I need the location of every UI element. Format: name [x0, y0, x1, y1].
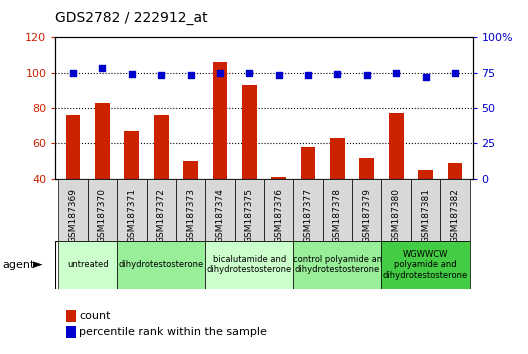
Point: [186, 73, 195, 78]
Bar: [440, 179, 469, 241]
Point: [421, 74, 430, 80]
Text: GSM187376: GSM187376: [274, 188, 283, 243]
Point: [157, 73, 165, 78]
Bar: [117, 179, 146, 241]
Bar: [146, 179, 176, 241]
Point: [98, 65, 107, 71]
Point: [363, 73, 371, 78]
Bar: [88, 179, 117, 241]
Bar: [59, 179, 88, 241]
Text: GSM187382: GSM187382: [450, 188, 459, 243]
Point: [333, 71, 342, 77]
Bar: [301, 147, 315, 250]
Point: [304, 73, 312, 78]
Point: [245, 70, 253, 75]
Bar: [242, 85, 257, 250]
Point: [69, 70, 77, 75]
Bar: [418, 170, 433, 250]
Bar: [323, 179, 352, 241]
Text: GSM187371: GSM187371: [127, 188, 136, 243]
Bar: [352, 179, 382, 241]
Text: GSM187373: GSM187373: [186, 188, 195, 243]
Point: [216, 70, 224, 75]
Text: GSM187377: GSM187377: [304, 188, 313, 243]
Bar: [382, 241, 469, 289]
Text: ►: ►: [33, 258, 42, 271]
Text: agent: agent: [3, 259, 35, 270]
Bar: [360, 158, 374, 250]
Bar: [389, 113, 403, 250]
Bar: [176, 179, 205, 241]
Text: GSM187380: GSM187380: [392, 188, 401, 243]
Bar: [382, 179, 411, 241]
Point: [128, 71, 136, 77]
Text: GSM187375: GSM187375: [245, 188, 254, 243]
Text: GSM187381: GSM187381: [421, 188, 430, 243]
Bar: [448, 163, 463, 250]
Bar: [205, 179, 234, 241]
Text: GSM187379: GSM187379: [362, 188, 371, 243]
Point: [451, 70, 459, 75]
Text: GSM187374: GSM187374: [215, 188, 224, 243]
Bar: [294, 179, 323, 241]
Text: untreated: untreated: [67, 260, 109, 269]
Text: GSM187369: GSM187369: [69, 188, 78, 243]
Text: bicalutamide and
dihydrotestosterone: bicalutamide and dihydrotestosterone: [206, 255, 292, 274]
Bar: [183, 161, 198, 250]
Text: control polyamide an
dihydrotestosterone: control polyamide an dihydrotestosterone: [293, 255, 382, 274]
Text: dihydrotestosterone: dihydrotestosterone: [119, 260, 204, 269]
Text: GSM187370: GSM187370: [98, 188, 107, 243]
Text: GSM187378: GSM187378: [333, 188, 342, 243]
Bar: [117, 241, 205, 289]
Bar: [271, 177, 286, 250]
Bar: [294, 241, 382, 289]
Point: [392, 70, 400, 75]
Bar: [234, 179, 264, 241]
Point: [275, 73, 283, 78]
Bar: [65, 115, 80, 250]
Text: GDS2782 / 222912_at: GDS2782 / 222912_at: [55, 11, 208, 25]
Text: percentile rank within the sample: percentile rank within the sample: [79, 327, 267, 337]
Bar: [264, 179, 294, 241]
Text: GSM187372: GSM187372: [157, 188, 166, 243]
Bar: [411, 179, 440, 241]
Text: count: count: [79, 311, 111, 321]
Bar: [125, 131, 139, 250]
Bar: [330, 138, 345, 250]
Bar: [59, 241, 117, 289]
Bar: [213, 62, 227, 250]
Bar: [154, 115, 168, 250]
Bar: [205, 241, 294, 289]
Bar: [95, 103, 110, 250]
Text: WGWWCW
polyamide and
dihydrotestosterone: WGWWCW polyamide and dihydrotestosterone: [383, 250, 468, 280]
